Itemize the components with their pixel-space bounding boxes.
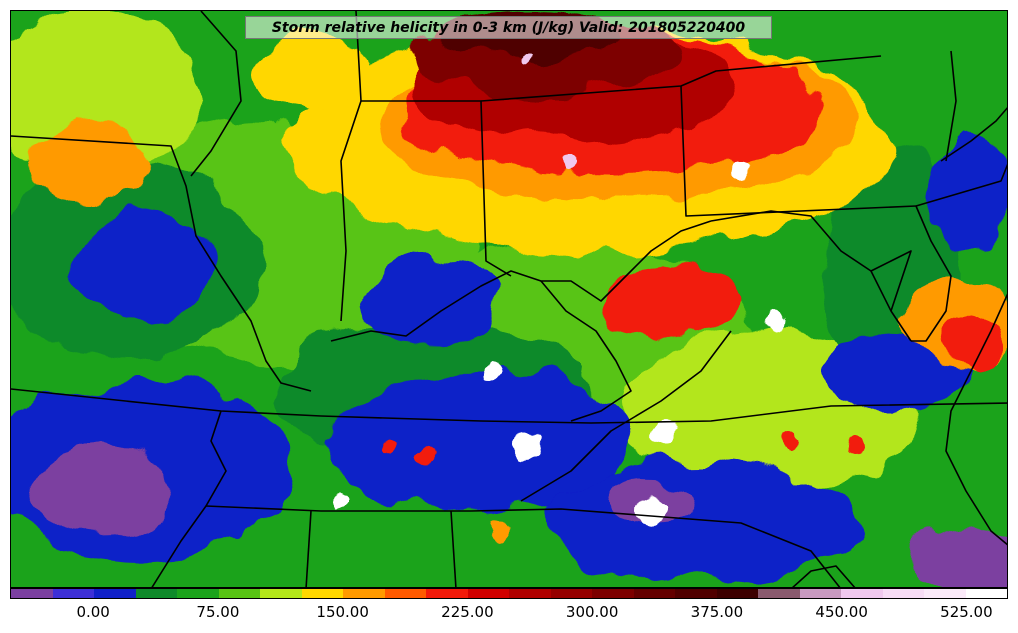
colorbar-segment [135,589,177,598]
colorbar-segment [841,589,883,598]
field-contour [385,440,397,452]
field-contour [31,121,151,201]
helicity-map [11,11,1007,587]
field-contour [911,526,1007,587]
field-contour [331,371,631,511]
colorbar-segment [177,589,219,598]
colorbar-segment [52,589,94,598]
boundary-line [870,250,912,312]
colorbar-ticks: 0.00 75.00 150.00 225.00 300.00 375.00 450.00 5… [10,599,1008,633]
colorbar-segment [218,589,260,598]
state-boundaries [11,11,1007,587]
field-contour [481,361,501,381]
colorbar-segment [11,589,53,598]
map-title-box: Storm relative helicity in 0-3 km (J/kg)… [245,16,772,39]
colorbar-tick-label: 0.00 [76,603,110,621]
colorbar-tick-label: 300.00 [565,603,619,621]
map-panel [10,10,1008,588]
colorbar-tick-label: 225.00 [441,603,494,621]
boundary-line [480,55,882,102]
colorbar-segment [882,589,924,598]
colorbar-segment [426,589,468,598]
colorbar-segment [592,589,634,598]
field-contour [784,434,798,448]
colorbar-segment [301,589,343,598]
colorbar-tick-label: 450.00 [815,603,868,621]
boundary-line [11,388,1007,424]
colorbar [10,588,1008,599]
colorbar-segment [716,589,758,598]
colorbar-segment [384,589,426,598]
field-contour [491,521,511,541]
colorbar-tick-label: 375.00 [690,603,744,621]
boundary-line [940,107,1007,162]
field-contour [361,256,501,346]
colorbar-segment [550,589,592,598]
colorbar-segment [633,589,675,598]
boundary-line [190,11,242,177]
colorbar-segment [343,589,385,598]
boundary-line [361,100,512,277]
field-contour [565,155,577,167]
field-contour [601,261,741,341]
colorbar-segment [467,589,509,598]
field-contour [765,310,787,332]
colorbar-segment [924,589,966,598]
boundary-line [151,410,227,587]
colorbar-tick-label: 525.00 [940,603,993,621]
coastline [792,565,856,587]
colorbar-segment [758,589,800,598]
field-contour [251,36,371,106]
boundary-line [945,50,957,162]
boundary-line [340,11,362,322]
boundary-line [305,510,312,587]
colorbar-segment [675,589,717,598]
field-contour [71,211,211,321]
field-contour [847,437,865,455]
field-contour [637,497,665,525]
boundary-line [911,205,952,342]
colorbar-segment [799,589,841,598]
boundary-line [915,163,1007,207]
field-contour [31,446,171,536]
colorbar-segment [965,589,1007,598]
field-contour [732,162,750,180]
field-contour [334,494,348,508]
field-contour [654,419,678,443]
map-title: Storm relative helicity in 0-3 km (J/kg)… [271,19,746,36]
helicity-speckles [334,55,865,541]
colorbar-segment [260,589,302,598]
field-contour [512,432,540,460]
colorbar-tick-label: 75.00 [196,603,240,621]
boundary-line [11,135,312,392]
coastline [945,293,1007,546]
field-contour [541,461,861,581]
field-contour [941,316,1001,366]
field-contour [522,55,530,63]
colorbar-segment [94,589,136,598]
boundary-line [680,85,917,217]
colorbar-tick-label: 150.00 [316,603,369,621]
colorbar-segment [509,589,551,598]
boundary-line [520,330,732,502]
boundary-line [450,510,457,587]
boundary-line [540,280,632,422]
boundary-line [205,505,841,587]
field-contour [417,447,435,465]
